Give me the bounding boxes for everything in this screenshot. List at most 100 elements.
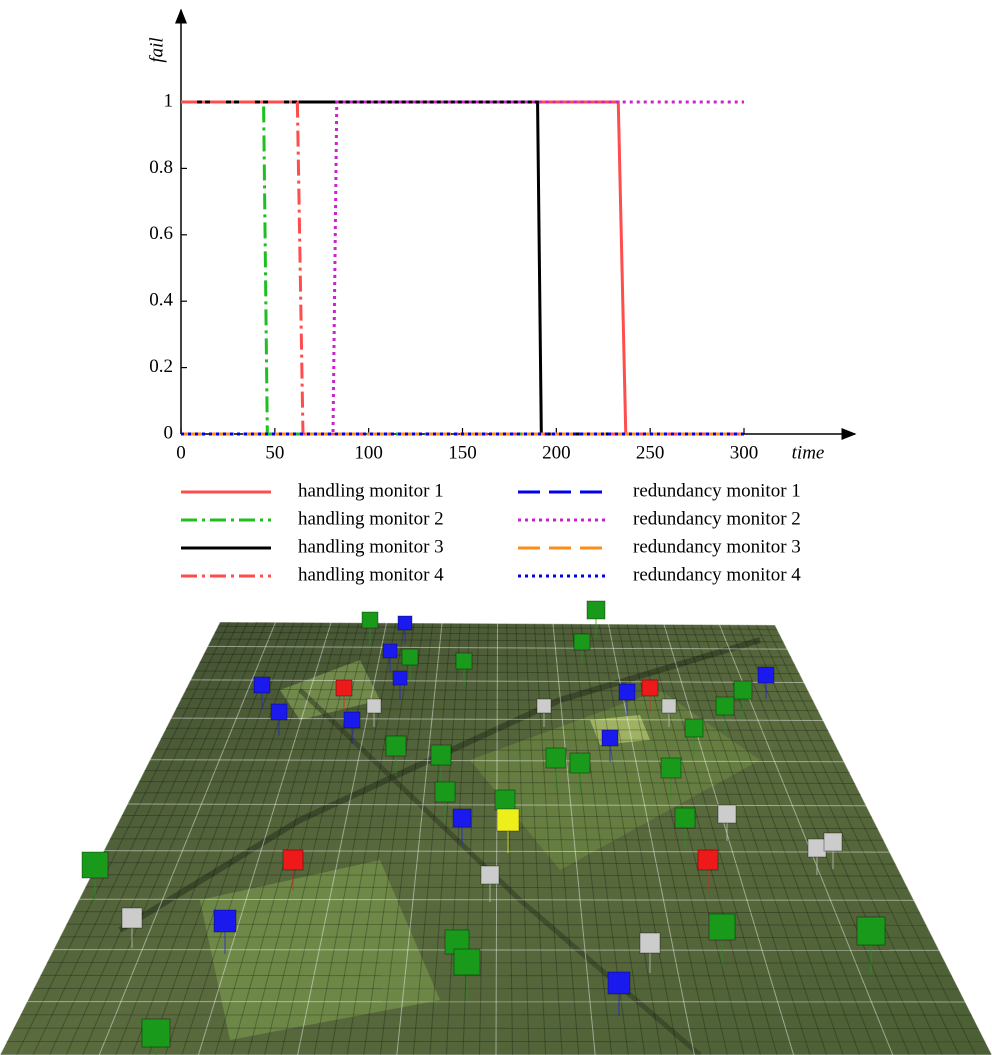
map-grid — [190, 679, 805, 684]
map-marker — [382, 643, 398, 659]
map-grid — [429, 623, 461, 1055]
map-marker — [618, 683, 636, 701]
map-grid — [746, 624, 943, 1055]
map-grid — [691, 624, 844, 1055]
map-grid — [181, 698, 814, 702]
map-marker — [141, 1018, 171, 1048]
map-grid — [363, 623, 424, 1055]
map-grid — [32, 621, 239, 1055]
series-line — [181, 100, 744, 436]
map-grid — [53, 949, 940, 951]
map-marker — [385, 735, 407, 757]
map-grid — [79, 898, 914, 901]
road — [298, 688, 702, 1055]
x-tick-label: 150 — [448, 442, 477, 463]
map-grid — [672, 624, 811, 1055]
map-grid — [203, 653, 792, 658]
map-grid — [230, 622, 350, 1055]
map-grid — [534, 623, 563, 1055]
map-grid — [121, 815, 872, 818]
map-grid — [181, 622, 323, 1055]
map-grid — [598, 623, 679, 1055]
map-grid — [49, 621, 249, 1055]
map-grid — [682, 624, 828, 1055]
x-tick-label: 250 — [636, 442, 665, 463]
map-marker — [641, 679, 659, 697]
map-grid — [211, 638, 784, 643]
map-grid — [97, 862, 896, 865]
map-grid — [185, 688, 809, 693]
map-grid — [462, 623, 480, 1055]
map-marker — [453, 948, 481, 976]
map-grid — [109, 838, 884, 841]
legend-label: handling monitor 4 — [298, 564, 444, 585]
y-axis-label: fail — [146, 37, 167, 62]
map-grid — [645, 624, 762, 1055]
y-tick-label: 0.6 — [149, 223, 173, 244]
map-grid — [0, 621, 221, 1055]
legend-label: redundancy monitor 4 — [633, 564, 801, 585]
map-marker — [717, 804, 737, 824]
map-marker — [601, 729, 619, 747]
map-marker — [282, 849, 304, 871]
legend-label: redundancy monitor 1 — [633, 480, 801, 501]
map-marker — [684, 718, 704, 738]
map-grid — [85, 886, 908, 889]
y-tick-label: 0 — [164, 422, 174, 443]
map-marker — [430, 744, 452, 766]
map-marker — [586, 600, 606, 620]
field-patch — [200, 860, 440, 1040]
map-grid — [16, 621, 230, 1055]
series-line — [181, 100, 744, 436]
map-grid — [219, 621, 776, 626]
map-marker — [639, 932, 661, 954]
map-view — [0, 600, 992, 1055]
map-grid — [197, 622, 332, 1055]
map-grid — [82, 622, 267, 1055]
map-grid — [663, 624, 795, 1055]
map-grid — [115, 826, 878, 830]
map-grid — [313, 622, 397, 1055]
map-marker — [392, 670, 408, 686]
map-marker — [823, 832, 843, 852]
map-grid — [131, 622, 295, 1055]
legend-label: redundancy monitor 2 — [633, 508, 801, 529]
map-marker — [401, 648, 419, 666]
map-grid — [654, 624, 778, 1055]
map-grid — [765, 624, 976, 1055]
y-tick-label: 0.8 — [149, 157, 173, 178]
map-marker — [496, 808, 520, 832]
map-marker — [455, 652, 473, 670]
map-marker — [536, 698, 552, 714]
map-grid — [217, 625, 778, 630]
x-tick-label: 50 — [265, 442, 284, 463]
map-marker — [121, 907, 143, 929]
map-grid — [160, 738, 834, 742]
x-tick-label: 0 — [176, 442, 186, 463]
map-grid — [506, 623, 514, 1055]
map-grid — [635, 624, 745, 1055]
series-line — [181, 100, 744, 436]
map-grid — [103, 850, 890, 853]
map-marker — [545, 747, 567, 769]
x-tick-label: 200 — [542, 442, 571, 463]
map-grid — [346, 622, 415, 1055]
map-grid — [524, 623, 547, 1055]
map-marker — [697, 849, 719, 871]
map-grid — [330, 622, 406, 1055]
map-grid — [495, 623, 498, 1055]
map-grid — [280, 622, 378, 1055]
map-grid — [195, 670, 800, 675]
map-marker — [366, 698, 382, 714]
x-tick-label: 100 — [354, 442, 383, 463]
map-marker — [270, 703, 288, 721]
legend-label: redundancy monitor 3 — [633, 536, 801, 557]
map-marker — [253, 676, 271, 694]
map-marker — [81, 851, 109, 879]
map-grid — [66, 923, 927, 926]
map-marker — [573, 633, 591, 651]
map-grid — [552, 623, 596, 1055]
legend-label: handling monitor 2 — [298, 508, 444, 529]
map-grid — [115, 622, 286, 1055]
